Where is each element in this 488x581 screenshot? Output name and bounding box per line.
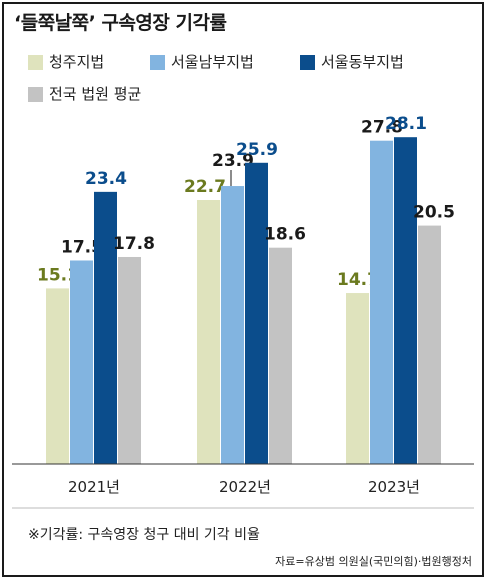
data-label-2021년-서울남부지법: 17.5 [61, 237, 103, 257]
data-label-2022년-서울남부지법: 23.9 [212, 151, 254, 171]
bar-2021년-전국 법원 평균 [118, 256, 141, 464]
bar-2021년-서울남부지법 [70, 260, 93, 464]
bar-2023년-서울남부지법 [370, 140, 393, 464]
source-credit: 자료=유상범 의원실(국민의힘)·법원행정처 [275, 555, 472, 568]
bar-2021년-서울동부지법 [94, 191, 117, 464]
data-label-2021년-전국 법원 평균: 17.8 [113, 234, 155, 254]
data-label-2023년-서울동부지법: 28.1 [385, 114, 427, 134]
legend-label-seoul-east: 서울동부지법 [321, 53, 404, 71]
legend-swatch-seoul-east [300, 55, 315, 70]
bar-2023년-서울동부지법 [394, 137, 417, 464]
x-tick-label-2021년: 2021년 [68, 478, 120, 496]
legend-swatch-seoul-south [150, 55, 165, 70]
data-label-2021년-청주지법: 15.1 [37, 265, 79, 285]
bar-2023년-전국 법원 평균 [418, 225, 441, 464]
bar-2022년-서울남부지법 [221, 186, 244, 464]
bar-2022년-서울동부지법 [245, 162, 268, 464]
chart-frame [2, 2, 484, 577]
data-label-2022년-서울동부지법: 25.9 [236, 140, 278, 160]
bar-2022년-청주지법 [197, 199, 220, 464]
bar-2023년-청주지법 [346, 293, 369, 464]
data-label-2023년-전국 법원 평균: 20.5 [413, 203, 455, 223]
data-label-2021년-서울동부지법: 23.4 [85, 169, 127, 189]
legend-swatch-cheongju [28, 55, 43, 70]
chart-title: ‘들쭉날쭉’ 구속영장 기각률 [14, 12, 227, 34]
footnote: ※기각률: 구속영장 청구 대비 기각 비율 [28, 527, 260, 543]
data-label-2023년-청주지법: 14.7 [337, 270, 379, 290]
x-tick-label-2023년: 2023년 [368, 478, 420, 496]
legend-swatch-national-avg [28, 87, 43, 102]
bar-2021년-청주지법 [46, 288, 69, 464]
bar-2022년-전국 법원 평균 [269, 247, 292, 464]
legend-label-national-avg: 전국 법원 평균 [49, 85, 142, 103]
legend-label-seoul-south: 서울남부지법 [171, 53, 254, 71]
x-tick-label-2022년: 2022년 [219, 478, 271, 496]
legend-label-cheongju: 청주지법 [49, 53, 105, 71]
data-label-2022년-청주지법: 22.7 [184, 177, 226, 197]
data-label-2023년-서울남부지법: 27.8 [361, 118, 403, 138]
data-label-2022년-전국 법원 평균: 18.6 [264, 225, 306, 245]
